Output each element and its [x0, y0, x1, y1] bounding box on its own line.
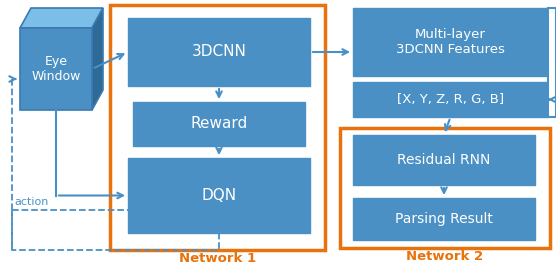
Text: Network 1: Network 1	[179, 252, 256, 266]
Polygon shape	[20, 28, 92, 110]
Text: Eye
Window: Eye Window	[31, 55, 81, 83]
Text: Reward: Reward	[190, 117, 247, 132]
Polygon shape	[92, 8, 103, 110]
Bar	[548, 8, 556, 117]
Bar	[128, 18, 310, 86]
Bar	[353, 8, 548, 76]
Text: action: action	[14, 197, 48, 207]
Text: Network 2: Network 2	[406, 251, 484, 263]
Bar	[340, 128, 550, 248]
Text: DQN: DQN	[201, 188, 236, 203]
Bar	[133, 102, 305, 146]
Polygon shape	[20, 8, 103, 28]
Text: Multi-layer
3DCNN Features: Multi-layer 3DCNN Features	[396, 28, 505, 56]
Text: Residual RNN: Residual RNN	[398, 153, 491, 167]
Bar	[12, 210, 219, 250]
Bar	[353, 198, 535, 240]
Text: [X, Y, Z, R, G, B]: [X, Y, Z, R, G, B]	[397, 93, 504, 106]
Bar	[353, 82, 548, 117]
Bar	[110, 5, 325, 250]
Text: 3DCNN: 3DCNN	[192, 44, 246, 59]
Bar	[353, 135, 535, 185]
Bar	[128, 158, 310, 233]
Text: Parsing Result: Parsing Result	[395, 212, 493, 226]
